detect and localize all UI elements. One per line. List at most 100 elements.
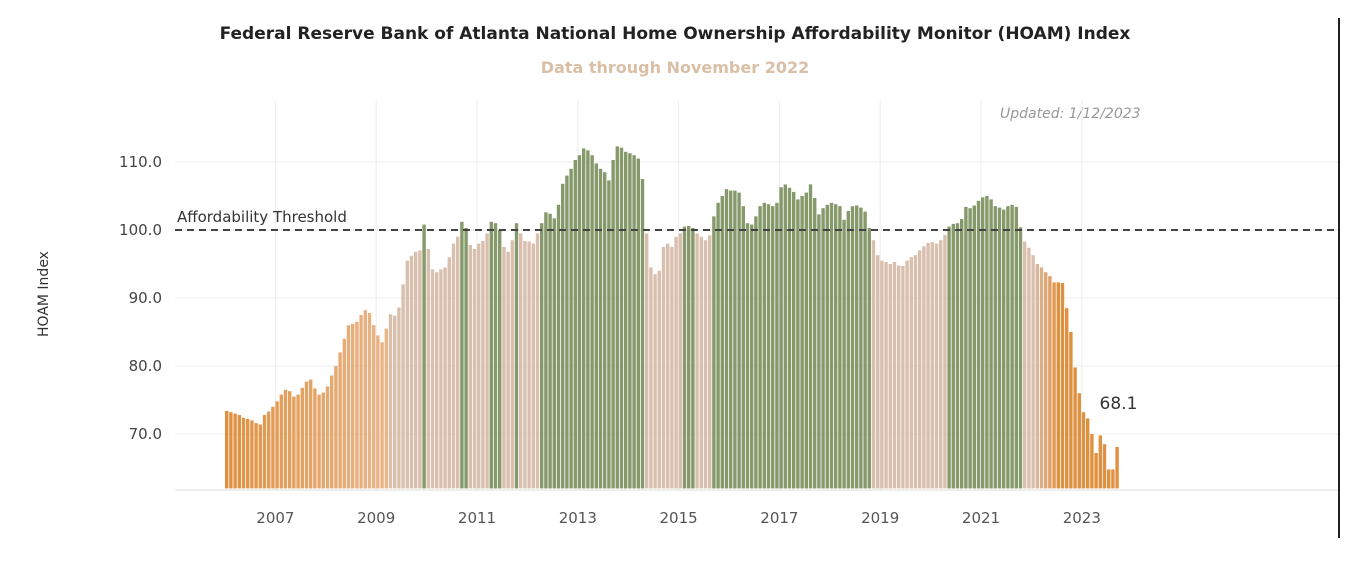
bar	[981, 197, 985, 489]
bar	[409, 255, 414, 489]
bar	[262, 415, 267, 489]
bar	[783, 184, 787, 489]
bar	[275, 401, 279, 489]
bar	[1086, 418, 1090, 489]
bar	[468, 245, 472, 489]
bar	[590, 155, 594, 489]
bar	[485, 233, 489, 489]
bar	[943, 234, 947, 489]
x-tick-label: 2009	[357, 509, 395, 527]
bar	[577, 155, 582, 489]
bar	[418, 250, 422, 489]
bar	[846, 211, 850, 489]
bar	[947, 226, 951, 489]
bar	[304, 381, 309, 489]
bar	[1023, 241, 1027, 489]
bar	[955, 223, 960, 489]
bar	[254, 423, 258, 489]
bar	[1014, 206, 1018, 489]
bar	[716, 202, 720, 489]
y-tick-label: 90.0	[129, 289, 162, 307]
chart-title: Federal Reserve Bank of Atlanta National…	[219, 24, 1131, 44]
bar	[346, 325, 351, 489]
bar	[514, 223, 519, 489]
bar	[506, 251, 510, 489]
bar	[531, 243, 535, 489]
bar	[779, 187, 783, 489]
bar	[393, 315, 397, 489]
bar	[430, 269, 435, 489]
last-value-label: 68.1	[1100, 394, 1138, 414]
x-tick-label: 2017	[760, 509, 798, 527]
bar	[888, 264, 892, 489]
bar	[607, 180, 611, 489]
bar	[792, 191, 796, 489]
bar	[489, 221, 493, 489]
bar	[913, 255, 918, 489]
bar	[384, 328, 388, 489]
bar	[351, 323, 355, 489]
bar	[1115, 446, 1119, 489]
bar	[934, 243, 939, 489]
bar	[1052, 282, 1056, 489]
bar	[338, 352, 342, 489]
bar	[699, 236, 703, 489]
bar	[447, 257, 451, 489]
bar	[615, 146, 619, 489]
bar	[855, 205, 859, 489]
bar	[1035, 264, 1039, 489]
bar	[687, 225, 691, 489]
bar	[250, 420, 254, 489]
bar	[456, 236, 460, 489]
bar	[804, 192, 808, 489]
bar	[825, 204, 829, 489]
bar	[519, 233, 523, 489]
bar	[300, 387, 304, 489]
bar	[292, 396, 296, 489]
bar	[918, 250, 922, 489]
bar	[229, 412, 233, 489]
bar	[443, 267, 447, 489]
x-axis: 2007 2009 2011 2013 2015 2017 2019 2021 2023	[256, 509, 1101, 527]
bar	[829, 202, 834, 489]
bar	[951, 223, 955, 489]
bar	[367, 313, 372, 489]
bar	[611, 160, 615, 489]
bar	[939, 240, 943, 489]
bar	[930, 242, 934, 489]
bar	[477, 243, 481, 489]
bar	[502, 247, 506, 489]
bar	[561, 183, 565, 489]
bar	[1073, 367, 1077, 489]
bar	[422, 224, 426, 489]
bar	[645, 233, 649, 489]
bar	[552, 218, 556, 489]
bar	[1081, 412, 1086, 489]
bar	[628, 153, 632, 489]
bar	[603, 172, 607, 489]
bar	[834, 204, 838, 489]
bar	[283, 389, 288, 489]
bar	[376, 335, 380, 489]
bar	[288, 391, 292, 489]
bar	[237, 415, 241, 489]
chart-subtitle: Data through November 2022	[540, 58, 810, 77]
bar	[598, 168, 603, 489]
bar	[271, 406, 275, 489]
bar	[1090, 434, 1094, 489]
x-tick-label: 2007	[256, 509, 294, 527]
bar	[712, 216, 716, 489]
bar	[1048, 276, 1052, 489]
bar	[720, 196, 724, 489]
bar	[666, 243, 670, 489]
bar	[800, 196, 804, 489]
bar	[1044, 272, 1048, 489]
bar	[657, 270, 661, 489]
bar	[682, 226, 687, 489]
bar	[1111, 469, 1115, 489]
bar	[859, 207, 863, 489]
bar	[1031, 255, 1035, 489]
bar	[556, 204, 561, 489]
bar	[279, 394, 283, 489]
